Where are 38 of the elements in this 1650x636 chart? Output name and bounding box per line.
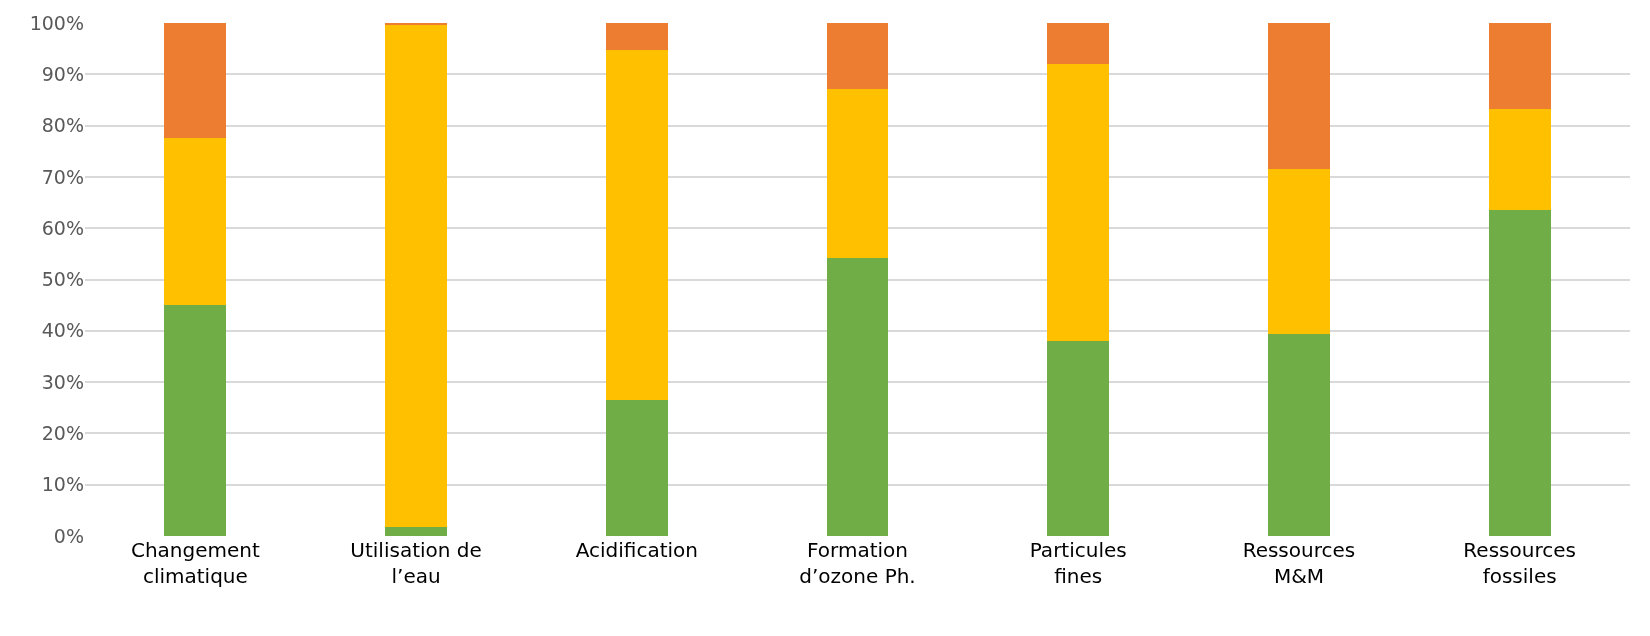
y-tick-label: 70% — [41, 165, 84, 188]
bar — [826, 88, 889, 258]
x-tick-label: Formation d’ozone Ph. — [799, 538, 916, 588]
y-tick-label: 40% — [41, 319, 84, 342]
y-tick-label: 0% — [53, 524, 84, 547]
bar — [1047, 23, 1110, 65]
y-tick-label: 60% — [41, 216, 84, 239]
bar — [1488, 23, 1551, 110]
bar — [1268, 334, 1330, 536]
x-tick-label: Ressources M&M — [1242, 538, 1356, 588]
y-tick-label: 80% — [41, 114, 84, 137]
bar — [164, 23, 227, 139]
bar — [385, 527, 447, 536]
bar — [826, 257, 889, 536]
x-tick-label: Utilisation de l’eau — [350, 538, 482, 588]
x-tick-label: Ressources fossiles — [1463, 538, 1576, 588]
bar — [1488, 109, 1551, 211]
y-tick-label: 50% — [41, 268, 84, 291]
bar — [1268, 169, 1330, 335]
y-tick-label: 20% — [41, 422, 84, 445]
bar — [385, 24, 447, 528]
y-tick-label: 10% — [41, 473, 84, 496]
bar — [164, 305, 227, 536]
y-tick-label: 30% — [41, 370, 84, 393]
bar — [1268, 23, 1330, 170]
bar — [164, 138, 227, 306]
x-tick-label: Acidification — [575, 538, 698, 562]
y-tick-label: 90% — [41, 62, 84, 85]
bar — [1488, 210, 1551, 536]
bar — [605, 49, 668, 401]
x-tick-label: Particules fines — [1029, 538, 1127, 588]
y-tick-label: 100% — [29, 11, 84, 34]
x-tick-label: Changement climatique — [130, 538, 260, 588]
bar — [605, 400, 668, 536]
bar — [1047, 341, 1110, 536]
bar — [826, 23, 889, 89]
bar — [605, 23, 668, 50]
bar — [1047, 64, 1110, 342]
